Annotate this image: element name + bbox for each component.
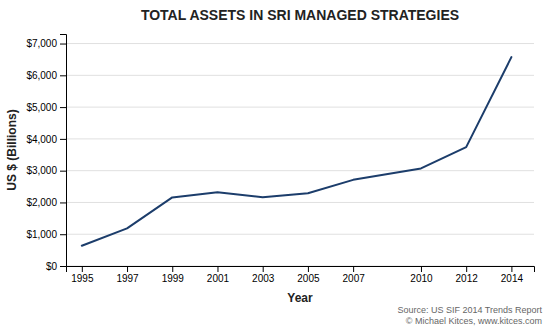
x-tick-mark <box>127 266 128 272</box>
y-tick-mark <box>60 266 66 267</box>
x-tick: 1999 <box>162 266 185 284</box>
y-tick: $5,000 <box>26 102 66 113</box>
y-tick-mark <box>60 171 66 172</box>
y-axis-line <box>60 35 67 267</box>
y-tick-mark <box>60 107 66 108</box>
y-tick-mark <box>60 139 66 140</box>
chart-svg: 1995 1997 1999 2001 2003 2005 2007 2010 2012 2014… <box>0 0 550 330</box>
y-tick: $0 <box>46 261 66 272</box>
x-tick-label: 1997 <box>116 273 139 284</box>
x-tick: 2007 <box>343 266 366 284</box>
x-tick-label: 1999 <box>162 273 185 284</box>
x-tick: 2001 <box>207 266 230 284</box>
texts: TOTAL ASSETS IN SRI MANAGED STRATEGIES Ye… <box>5 7 542 326</box>
y-axis: $0 $1,000 $2,000 $3,000 $4,000 $5,000 $6,000 $7… <box>26 35 66 272</box>
chart-container: 1995 1997 1999 2001 2003 2005 2007 2010 2012 2014… <box>0 0 550 330</box>
title: TOTAL ASSETS IN SRI MANAGED STRATEGIES <box>141 7 459 23</box>
y-tick-mark <box>60 202 66 203</box>
x-tick-label: 2010 <box>410 273 433 284</box>
y-tick-mark <box>60 75 66 76</box>
y-tick-label: $0 <box>46 261 58 272</box>
grid-line-y <box>66 170 534 171</box>
y-tick: $6,000 <box>26 70 66 81</box>
x-tick-mark <box>421 266 422 272</box>
plot-area <box>82 57 512 246</box>
grid-line-y <box>66 43 534 44</box>
x-tick-mark <box>353 266 354 272</box>
x-tick-label: 2005 <box>297 273 320 284</box>
y-tick-label: $5,000 <box>26 102 57 113</box>
x-axis-line <box>67 267 535 273</box>
x-axis-title: Year <box>287 291 313 305</box>
x-tick: 2010 <box>410 266 433 284</box>
y-tick-label: $2,000 <box>26 197 57 208</box>
x-tick-mark <box>466 266 467 272</box>
x-tick-label: 2001 <box>207 273 230 284</box>
y-tick: $7,000 <box>26 38 66 49</box>
y-axis-title: US $ (Billions) <box>5 109 19 190</box>
x-tick-mark <box>217 266 218 272</box>
grid <box>66 44 534 266</box>
x-tick-mark <box>511 266 512 272</box>
y-tick-label: $3,000 <box>26 165 57 176</box>
y-tick-label: $4,000 <box>26 134 57 145</box>
annotation: © Michael Kitces, www.kitces.com <box>406 316 542 326</box>
x-tick-mark <box>82 266 83 272</box>
x-tick-label: 1995 <box>71 273 94 284</box>
x-tick-label: 2014 <box>501 273 524 284</box>
grid-line-y <box>66 138 534 139</box>
y-tick: $1,000 <box>26 229 66 240</box>
x-tick-label: 2012 <box>456 273 479 284</box>
x-tick: 2003 <box>252 266 275 284</box>
grid-line-y <box>66 107 534 108</box>
x-axis: 1995 1997 1999 2001 2003 2005 2007 2010 2012 2014 <box>67 266 535 284</box>
grid-line-y <box>66 75 534 76</box>
y-tick-mark <box>60 234 66 235</box>
x-tick-mark <box>263 266 264 272</box>
x-tick: 2012 <box>456 266 479 284</box>
y-tick-label: $6,000 <box>26 70 57 81</box>
y-tick-label: $7,000 <box>26 38 57 49</box>
x-tick: 2014 <box>501 266 524 284</box>
x-tick: 1997 <box>116 266 139 284</box>
x-tick: 1995 <box>71 266 94 284</box>
x-tick-label: 2007 <box>343 273 366 284</box>
x-tick-mark <box>308 266 309 272</box>
grid-line-y <box>66 202 534 203</box>
y-tick-mark <box>60 44 66 45</box>
x-tick-label: 2003 <box>252 273 275 284</box>
y-tick: $3,000 <box>26 165 66 176</box>
grid-line-y <box>66 234 534 235</box>
data-line <box>82 57 512 246</box>
annotation: Source: US SIF 2014 Trends Report <box>397 305 542 315</box>
y-tick-label: $1,000 <box>26 229 57 240</box>
x-tick-mark <box>172 266 173 272</box>
y-tick: $4,000 <box>26 134 66 145</box>
x-tick: 2005 <box>297 266 320 284</box>
y-tick: $2,000 <box>26 197 66 208</box>
